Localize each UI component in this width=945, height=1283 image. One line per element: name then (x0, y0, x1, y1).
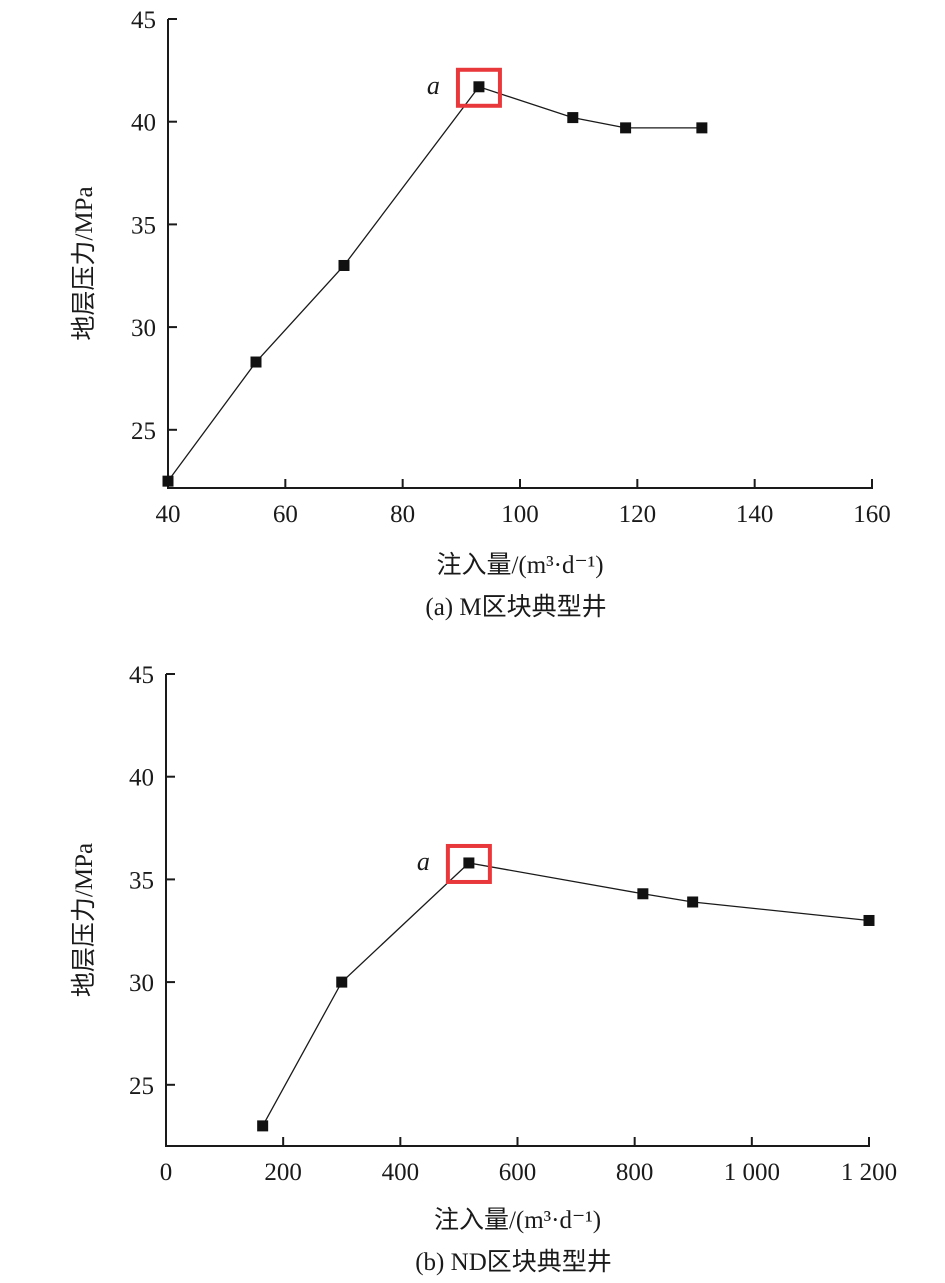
y-tick-label: 45 (131, 7, 156, 34)
y-axis-label: 地层压力/MPa (70, 843, 98, 997)
y-tick-label: 25 (129, 1073, 154, 1100)
data-point (637, 888, 649, 900)
highlight-box (445, 843, 492, 884)
x-tick-label: 1 200 (841, 1159, 897, 1186)
x-tick-label: 140 (736, 501, 774, 528)
x-tick-label: 120 (619, 501, 657, 528)
y-tick-label: 25 (131, 418, 156, 445)
y-tick-label: 35 (129, 867, 154, 894)
annotation-label: a (417, 847, 430, 876)
data-point (473, 81, 485, 93)
x-tick-label: 40 (156, 501, 181, 528)
x-tick-label: 600 (499, 1159, 537, 1186)
data-point (567, 112, 579, 124)
data-point (338, 259, 350, 271)
y-tick-label: 30 (129, 970, 154, 997)
chart-caption: (b) ND区块典型井 (415, 1248, 612, 1276)
x-tick-label: 800 (616, 1159, 654, 1186)
chart-a: 40 60 80 100 120 140 160 25 30 35 40 45 a 注入量/(m³·d⁻¹… (70, 7, 891, 621)
data-point (620, 122, 632, 134)
y-tick-label: 35 (131, 212, 156, 239)
highlight-box (455, 67, 502, 108)
x-tick-label: 200 (264, 1159, 302, 1186)
x-axis-label: 注入量/(m³·d⁻¹) (436, 551, 603, 579)
x-tick-label: 0 (160, 1159, 173, 1186)
x-tick-label: 1 000 (724, 1159, 780, 1186)
chart-caption: (a) M区块典型井 (425, 593, 606, 621)
chart-b: 0 200 400 600 800 1 000 1 200 25 30 35 40 45 a 注入量/(m… (70, 662, 897, 1276)
x-tick-label: 100 (501, 501, 539, 528)
y-tick-label: 40 (131, 110, 156, 137)
x-tick-label: 400 (382, 1159, 420, 1186)
data-point (250, 356, 262, 368)
data-point (687, 896, 699, 908)
x-tick-label: 80 (390, 501, 415, 528)
y-axis-label: 地层压力/MPa (70, 186, 98, 340)
series-line (167, 86, 702, 482)
annotation-label: a (427, 71, 440, 100)
x-tick-label: 60 (273, 501, 298, 528)
data-point (336, 976, 348, 988)
data-point (257, 1120, 269, 1132)
x-tick-label: 160 (853, 501, 891, 528)
data-point (162, 475, 174, 487)
data-point (863, 914, 875, 926)
data-point (463, 857, 475, 869)
y-tick-label: 45 (129, 662, 154, 689)
y-tick-label: 30 (131, 315, 156, 342)
x-axis-label: 注入量/(m³·d⁻¹) (434, 1206, 601, 1234)
y-tick-label: 40 (129, 765, 154, 792)
series-line (262, 862, 870, 1127)
data-point (696, 122, 708, 134)
